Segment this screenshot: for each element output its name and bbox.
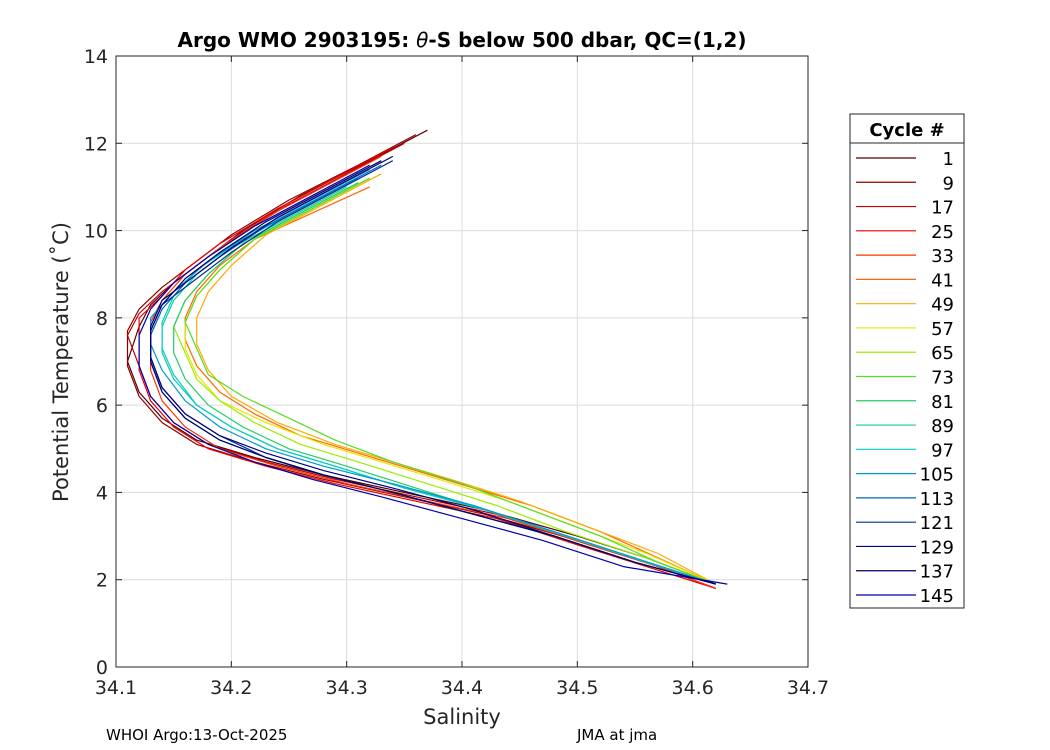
y-tick-label: 6 xyxy=(96,395,108,417)
series-line-cycle-97 xyxy=(161,177,716,585)
legend-label: 113 xyxy=(920,489,954,510)
y-tick-label: 2 xyxy=(96,570,108,592)
legend-item-cycle-17: 17 xyxy=(856,198,954,219)
legend-item-cycle-129: 129 xyxy=(856,537,954,558)
y-tick-label: 4 xyxy=(96,482,108,504)
legend-box xyxy=(849,113,965,609)
y-tick-label: 12 xyxy=(84,133,108,155)
chart-title-prefix: Argo WMO 2903195: xyxy=(178,28,417,52)
y-axis-label: Potential Temperature (˚C) xyxy=(49,222,73,502)
x-tick-label: 34.4 xyxy=(441,677,483,699)
series-line-cycle-73 xyxy=(184,177,716,585)
x-tick-label: 34.1 xyxy=(95,677,137,699)
series-lines xyxy=(126,129,728,589)
legend-label: 121 xyxy=(920,513,954,534)
y-tick-label: 10 xyxy=(84,221,108,243)
x-tick-label: 34.5 xyxy=(556,677,598,699)
chart-title-suffix: -S below 500 dbar, QC=(1,2) xyxy=(428,28,746,52)
series-line-cycle-105 xyxy=(150,168,716,585)
legend-label: 9 xyxy=(943,173,954,194)
series-line-cycle-137 xyxy=(150,160,716,585)
legend-item-cycle-41: 41 xyxy=(856,270,954,291)
x-tick-label: 34.2 xyxy=(210,677,252,699)
legend-label: 25 xyxy=(931,222,954,243)
y-tick-label: 0 xyxy=(96,657,108,679)
legend-item-cycle-1: 1 xyxy=(856,149,954,170)
series-line-cycle-9 xyxy=(126,134,716,589)
series-line-cycle-49 xyxy=(196,173,716,585)
legend-label: 73 xyxy=(931,368,954,389)
x-tick-label: 34.7 xyxy=(787,677,829,699)
legend-item-cycle-145: 145 xyxy=(856,586,954,607)
plot-area: 34.1 34.2 34.3 34.4 34.5 34.6 34.7 0 2 4 6 8 10 12 14 xyxy=(84,46,829,699)
legend-item-cycle-105: 105 xyxy=(856,465,954,486)
legend-items: 1 9 17 25 33 41 49 57 65 73 81 89 97 105 113 121 129 137 1… xyxy=(856,149,954,607)
x-axis-ticks: 34.1 34.2 34.3 34.4 34.5 34.6 34.7 xyxy=(95,56,829,699)
series-line-cycle-25 xyxy=(138,147,716,589)
legend-label: 97 xyxy=(931,440,954,461)
chart-title: Argo WMO 2903195: θ-S below 500 dbar, QC… xyxy=(178,28,747,52)
legend-title: Cycle # xyxy=(869,120,944,141)
y-tick-label: 14 xyxy=(84,46,108,68)
legend: Cycle # 1 9 17 25 33 41 49 57 65 73 81 89 97 105 113 12… xyxy=(849,113,965,609)
legend-label: 57 xyxy=(931,319,954,340)
legend-label: 49 xyxy=(931,295,954,316)
legend-item-cycle-121: 121 xyxy=(856,513,954,534)
legend-item-cycle-89: 89 xyxy=(856,416,954,437)
y-axis-ticks: 0 2 4 6 8 10 12 14 xyxy=(84,46,808,679)
legend-label: 1 xyxy=(943,149,954,170)
legend-item-cycle-113: 113 xyxy=(856,489,954,510)
chart-title-theta: θ xyxy=(416,28,428,52)
legend-label: 89 xyxy=(931,416,954,437)
legend-label: 145 xyxy=(920,586,954,607)
legend-item-cycle-137: 137 xyxy=(856,562,954,583)
y-tick-label: 8 xyxy=(96,308,108,330)
series-line-cycle-129 xyxy=(150,155,716,585)
footer-left: WHOI Argo:13-Oct-2025 xyxy=(106,726,287,744)
legend-label: 105 xyxy=(920,465,954,486)
legend-label: 129 xyxy=(920,537,954,558)
legend-item-cycle-9: 9 xyxy=(856,173,954,194)
legend-label: 137 xyxy=(920,562,954,583)
legend-item-cycle-33: 33 xyxy=(856,246,954,267)
x-axis-label: Salinity xyxy=(423,705,501,729)
legend-item-cycle-57: 57 xyxy=(856,319,954,340)
legend-label: 65 xyxy=(931,343,954,364)
series-line-cycle-145 xyxy=(138,164,728,585)
legend-label: 81 xyxy=(931,392,954,413)
legend-label: 33 xyxy=(931,246,954,267)
legend-label: 41 xyxy=(931,270,954,291)
legend-item-cycle-25: 25 xyxy=(856,222,954,243)
x-tick-label: 34.3 xyxy=(326,677,368,699)
series-line-cycle-33 xyxy=(150,155,716,589)
legend-label: 17 xyxy=(931,198,954,219)
legend-item-cycle-97: 97 xyxy=(856,440,954,461)
footer-right: JMA at jma xyxy=(576,726,657,744)
legend-item-cycle-81: 81 xyxy=(856,392,954,413)
legend-item-cycle-49: 49 xyxy=(856,295,954,316)
legend-item-cycle-73: 73 xyxy=(856,368,954,389)
legend-item-cycle-65: 65 xyxy=(856,343,954,364)
x-tick-label: 34.6 xyxy=(672,677,714,699)
